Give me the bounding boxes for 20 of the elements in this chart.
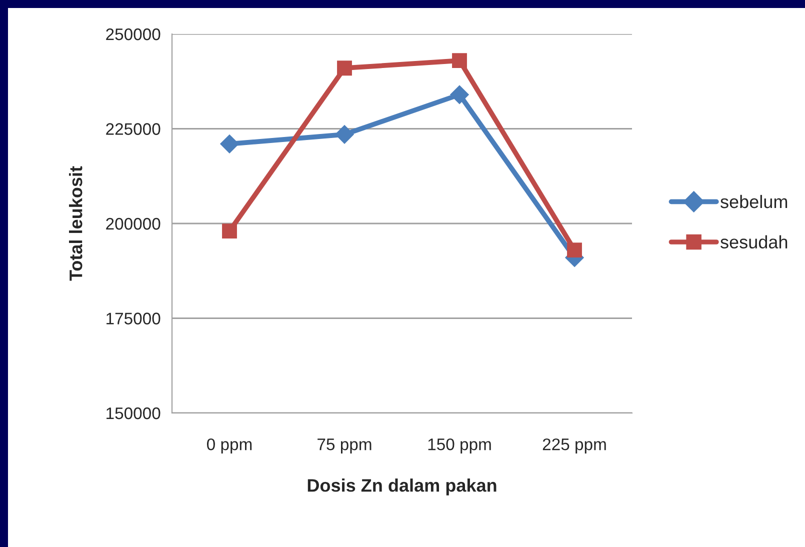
x-tick-label: 150 ppm (428, 438, 491, 454)
y-tick-label: 175000 (106, 312, 160, 324)
point (337, 60, 352, 76)
y-tick-label: 200000 (106, 218, 160, 230)
point (567, 242, 582, 258)
legend-label: sesudah (720, 235, 788, 248)
x-tick-label: 75 ppm (318, 438, 372, 454)
y-tick-label: 225000 (106, 123, 160, 135)
y-tick-label: 250000 (106, 28, 160, 40)
x-tick-label: 225 ppm (542, 438, 606, 454)
y-axis-title: Total leukosit (69, 166, 82, 281)
point (450, 85, 469, 104)
point (222, 224, 237, 239)
point (335, 125, 354, 144)
x-tick-label: 0 ppm (206, 438, 252, 454)
y-tick-label: 150000 (106, 407, 160, 420)
point (452, 53, 467, 68)
x-axis-title: Dosis Zn dalam pakan (308, 478, 496, 496)
point (220, 134, 239, 154)
legend-label: sebelum (720, 194, 788, 208)
